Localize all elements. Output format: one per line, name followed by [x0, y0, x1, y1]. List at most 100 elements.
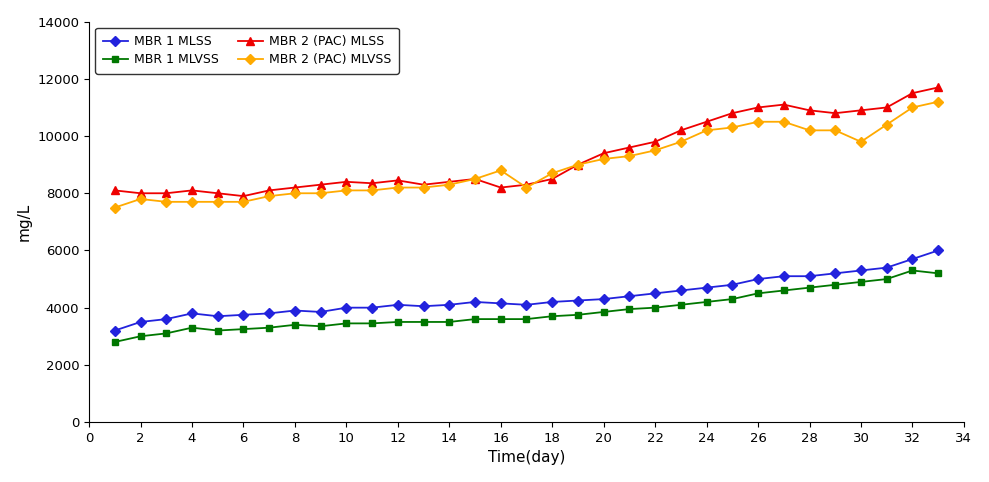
MBR 1 MLVSS	[263, 325, 275, 331]
MBR 2 (PAC) MLVSS	[520, 185, 532, 190]
MBR 2 (PAC) MLSS	[160, 190, 172, 196]
MBR 2 (PAC) MLVSS	[623, 153, 635, 159]
MBR 2 (PAC) MLSS	[443, 179, 455, 185]
MBR 1 MLSS	[933, 248, 944, 254]
MBR 1 MLSS	[366, 305, 378, 310]
MBR 2 (PAC) MLVSS	[649, 147, 661, 153]
MBR 2 (PAC) MLVSS	[933, 99, 944, 105]
MBR 2 (PAC) MLSS	[289, 185, 301, 190]
MBR 2 (PAC) MLVSS	[469, 176, 481, 182]
MBR 2 (PAC) MLSS	[855, 107, 867, 113]
MBR 2 (PAC) MLSS	[726, 110, 738, 116]
MBR 1 MLSS	[700, 285, 712, 291]
MBR 2 (PAC) MLSS	[366, 180, 378, 186]
MBR 2 (PAC) MLSS	[804, 107, 816, 113]
MBR 1 MLSS	[830, 270, 842, 276]
MBR 2 (PAC) MLSS	[572, 162, 584, 168]
MBR 1 MLVSS	[160, 331, 172, 336]
MBR 2 (PAC) MLSS	[109, 187, 121, 193]
MBR 1 MLSS	[109, 328, 121, 334]
MBR 2 (PAC) MLVSS	[263, 193, 275, 199]
MBR 1 MLSS	[212, 313, 224, 319]
MBR 2 (PAC) MLVSS	[674, 139, 686, 145]
MBR 2 (PAC) MLSS	[469, 176, 481, 182]
MBR 2 (PAC) MLVSS	[237, 199, 249, 205]
MBR 1 MLVSS	[109, 339, 121, 345]
MBR 1 MLVSS	[546, 313, 558, 319]
MBR 1 MLVSS	[417, 319, 429, 325]
MBR 1 MLSS	[186, 310, 198, 316]
MBR 2 (PAC) MLSS	[700, 119, 712, 125]
MBR 1 MLVSS	[135, 334, 146, 339]
MBR 1 MLSS	[520, 302, 532, 308]
MBR 2 (PAC) MLVSS	[778, 119, 790, 125]
MBR 1 MLSS	[443, 302, 455, 308]
MBR 2 (PAC) MLSS	[778, 102, 790, 107]
MBR 1 MLVSS	[443, 319, 455, 325]
MBR 1 MLVSS	[752, 291, 764, 296]
MBR 2 (PAC) MLSS	[933, 84, 944, 90]
MBR 1 MLVSS	[237, 326, 249, 332]
MBR 2 (PAC) MLVSS	[160, 199, 172, 205]
MBR 2 (PAC) MLSS	[315, 182, 326, 187]
MBR 2 (PAC) MLVSS	[135, 196, 146, 202]
MBR 1 MLSS	[160, 316, 172, 322]
MBR 2 (PAC) MLVSS	[315, 190, 326, 196]
MBR 2 (PAC) MLVSS	[417, 185, 429, 190]
MBR 1 MLVSS	[804, 285, 816, 291]
MBR 1 MLVSS	[186, 325, 198, 331]
MBR 2 (PAC) MLVSS	[907, 105, 919, 110]
MBR 2 (PAC) MLVSS	[366, 187, 378, 193]
Line: MBR 2 (PAC) MLSS: MBR 2 (PAC) MLSS	[111, 83, 943, 201]
MBR 1 MLVSS	[830, 282, 842, 288]
MBR 1 MLSS	[674, 288, 686, 294]
MBR 1 MLVSS	[907, 268, 919, 273]
MBR 2 (PAC) MLVSS	[392, 185, 404, 190]
MBR 2 (PAC) MLSS	[674, 127, 686, 133]
MBR 1 MLVSS	[212, 328, 224, 334]
MBR 1 MLVSS	[494, 316, 506, 322]
MBR 2 (PAC) MLVSS	[186, 199, 198, 205]
MBR 1 MLSS	[392, 302, 404, 308]
MBR 2 (PAC) MLVSS	[494, 167, 506, 173]
MBR 2 (PAC) MLSS	[263, 187, 275, 193]
MBR 1 MLVSS	[392, 319, 404, 325]
Y-axis label: mg/L: mg/L	[17, 203, 32, 241]
MBR 2 (PAC) MLVSS	[830, 127, 842, 133]
MBR 1 MLSS	[494, 300, 506, 306]
MBR 2 (PAC) MLSS	[907, 90, 919, 96]
MBR 2 (PAC) MLSS	[212, 190, 224, 196]
MBR 1 MLVSS	[700, 299, 712, 305]
MBR 2 (PAC) MLVSS	[700, 127, 712, 133]
MBR 1 MLSS	[237, 312, 249, 318]
MBR 2 (PAC) MLSS	[494, 185, 506, 190]
MBR 1 MLSS	[649, 291, 661, 296]
MBR 2 (PAC) MLSS	[237, 193, 249, 199]
MBR 1 MLSS	[315, 309, 326, 315]
MBR 2 (PAC) MLVSS	[289, 190, 301, 196]
MBR 2 (PAC) MLSS	[597, 150, 609, 156]
Line: MBR 2 (PAC) MLVSS: MBR 2 (PAC) MLVSS	[112, 98, 942, 211]
MBR 1 MLVSS	[315, 323, 326, 329]
MBR 2 (PAC) MLVSS	[726, 124, 738, 130]
MBR 2 (PAC) MLSS	[623, 145, 635, 150]
MBR 1 MLVSS	[572, 312, 584, 318]
MBR 1 MLSS	[752, 276, 764, 282]
MBR 1 MLSS	[340, 305, 352, 310]
MBR 2 (PAC) MLSS	[392, 177, 404, 183]
MBR 2 (PAC) MLSS	[649, 139, 661, 145]
MBR 1 MLSS	[469, 299, 481, 305]
MBR 1 MLSS	[597, 296, 609, 302]
MBR 1 MLSS	[263, 310, 275, 316]
MBR 2 (PAC) MLSS	[520, 182, 532, 187]
MBR 1 MLVSS	[778, 288, 790, 294]
MBR 2 (PAC) MLVSS	[855, 139, 867, 145]
MBR 2 (PAC) MLSS	[546, 176, 558, 182]
MBR 2 (PAC) MLVSS	[752, 119, 764, 125]
MBR 2 (PAC) MLVSS	[804, 127, 816, 133]
MBR 2 (PAC) MLVSS	[881, 122, 893, 128]
MBR 1 MLSS	[726, 282, 738, 288]
MBR 1 MLSS	[623, 294, 635, 299]
MBR 2 (PAC) MLSS	[135, 190, 146, 196]
Legend: MBR 1 MLSS, MBR 1 MLVSS, MBR 2 (PAC) MLSS, MBR 2 (PAC) MLVSS: MBR 1 MLSS, MBR 1 MLVSS, MBR 2 (PAC) MLS…	[95, 28, 399, 74]
